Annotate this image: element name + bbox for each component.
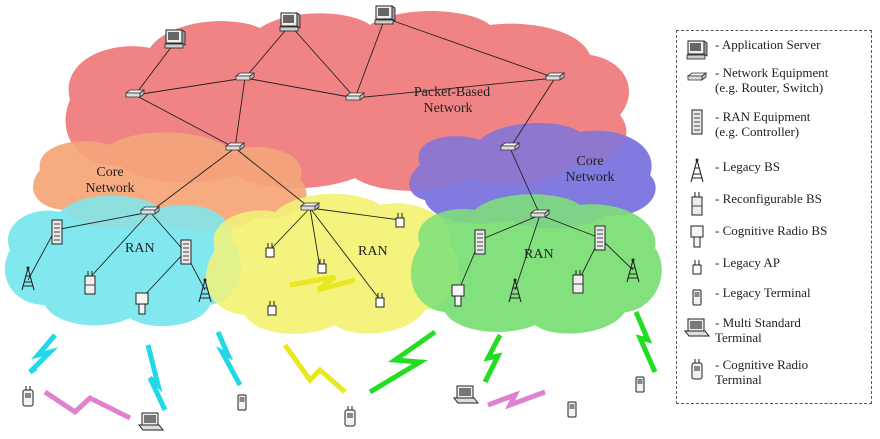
- legacy-terminal-node: [635, 376, 645, 393]
- wireless-bolt: [282, 343, 347, 394]
- ran-equipment-node: [474, 229, 486, 255]
- packet-network-label: Packet-Based Network: [414, 85, 490, 116]
- multi-standard-terminal-node: [453, 385, 479, 404]
- wireless-bolt: [633, 311, 658, 374]
- core-network-right-label: Core Network: [566, 154, 615, 185]
- wireless-bolt: [215, 331, 243, 387]
- router-node: [500, 142, 520, 151]
- legend-text: - Network Equipment (e.g. Router, Switch…: [715, 65, 829, 95]
- legacy-terminal-node: [237, 394, 247, 411]
- legend-item-ran-equipment: - RAN Equipment (e.g. Controller): [683, 109, 869, 139]
- core-network-left-label: Core Network: [86, 165, 135, 196]
- legend-text: - Application Server: [715, 37, 821, 52]
- legend-text: - Legacy BS: [715, 159, 780, 174]
- ran-equipment-node: [180, 239, 192, 265]
- legend-item-legacy-terminal: - Legacy Terminal: [683, 285, 869, 311]
- network-equipment-icon: [683, 65, 711, 91]
- legend-text: - RAN Equipment (e.g. Controller): [715, 109, 811, 139]
- legend-item-reconfigurable-bs: - Reconfigurable BS: [683, 191, 869, 217]
- legend-item-network-equipment: - Network Equipment (e.g. Router, Switch…: [683, 65, 869, 95]
- ran-equipment-node: [594, 225, 606, 251]
- multi-standard-terminal-node: [138, 412, 164, 431]
- ran-right-label: RAN: [524, 247, 554, 262]
- ran-equipment-icon: [683, 109, 711, 135]
- legend-item-cognitive-radio-bs: - Cognitive Radio BS: [683, 223, 869, 249]
- application-server-icon: [683, 37, 711, 63]
- legend-text: - Legacy AP: [715, 255, 780, 270]
- multi-standard-terminal-icon: [683, 315, 711, 341]
- ran-equipment-node: [51, 219, 63, 245]
- wireless-bolt: [487, 389, 546, 410]
- wireless-bolt: [145, 344, 168, 412]
- ran-left-label: RAN: [125, 241, 155, 256]
- legend-text: - Cognitive Radio BS: [715, 223, 828, 238]
- router-node: [530, 209, 550, 218]
- legacy-bs-icon: [683, 158, 711, 185]
- legend-item-cognitive-radio-terminal: - Cognitive Radio Terminal: [683, 357, 869, 387]
- router-node: [300, 202, 320, 211]
- cognitive-radio-terminal-node: [22, 385, 34, 407]
- legend-item-legacy-ap: - Legacy AP: [683, 255, 869, 281]
- application-server-node: [279, 12, 301, 32]
- legend-item-multi-standard-terminal: - Multi Standard Terminal: [683, 315, 869, 345]
- ran-middle-label: RAN: [358, 244, 388, 259]
- router-node: [125, 89, 145, 98]
- legacy-terminal-icon: [683, 285, 711, 311]
- legacy-terminal-node: [567, 401, 577, 418]
- wireless-links: [28, 274, 658, 421]
- legend-item-application-server: - Application Server: [683, 37, 869, 63]
- legend-text: - Reconfigurable BS: [715, 191, 822, 206]
- router-node: [225, 142, 245, 151]
- legacy-ap-icon: [683, 255, 711, 281]
- router-node: [140, 206, 160, 215]
- cognitive-radio-terminal-icon: [683, 357, 711, 383]
- legend-text: - Multi Standard Terminal: [715, 315, 801, 345]
- cognitive-radio-terminal-node: [344, 405, 356, 427]
- wireless-bolt: [43, 389, 132, 421]
- legend-text: - Cognitive Radio Terminal: [715, 357, 809, 387]
- router-node: [345, 92, 365, 101]
- reconfigurable-bs-icon: [683, 191, 711, 217]
- legend-item-legacy-bs: - Legacy BS: [683, 158, 869, 185]
- legend-text: - Legacy Terminal: [715, 285, 811, 300]
- router-node: [545, 72, 565, 81]
- legend: - Application Server - Network Equipment…: [676, 30, 872, 404]
- application-server-node: [164, 29, 186, 49]
- cognitive-radio-bs-icon: [683, 223, 711, 249]
- wireless-bolt: [482, 333, 503, 384]
- wireless-bolt: [28, 333, 59, 375]
- wireless-bolt: [368, 329, 437, 395]
- router-node: [235, 72, 255, 81]
- wireless-bolt: [289, 274, 356, 293]
- application-server-node: [374, 5, 396, 25]
